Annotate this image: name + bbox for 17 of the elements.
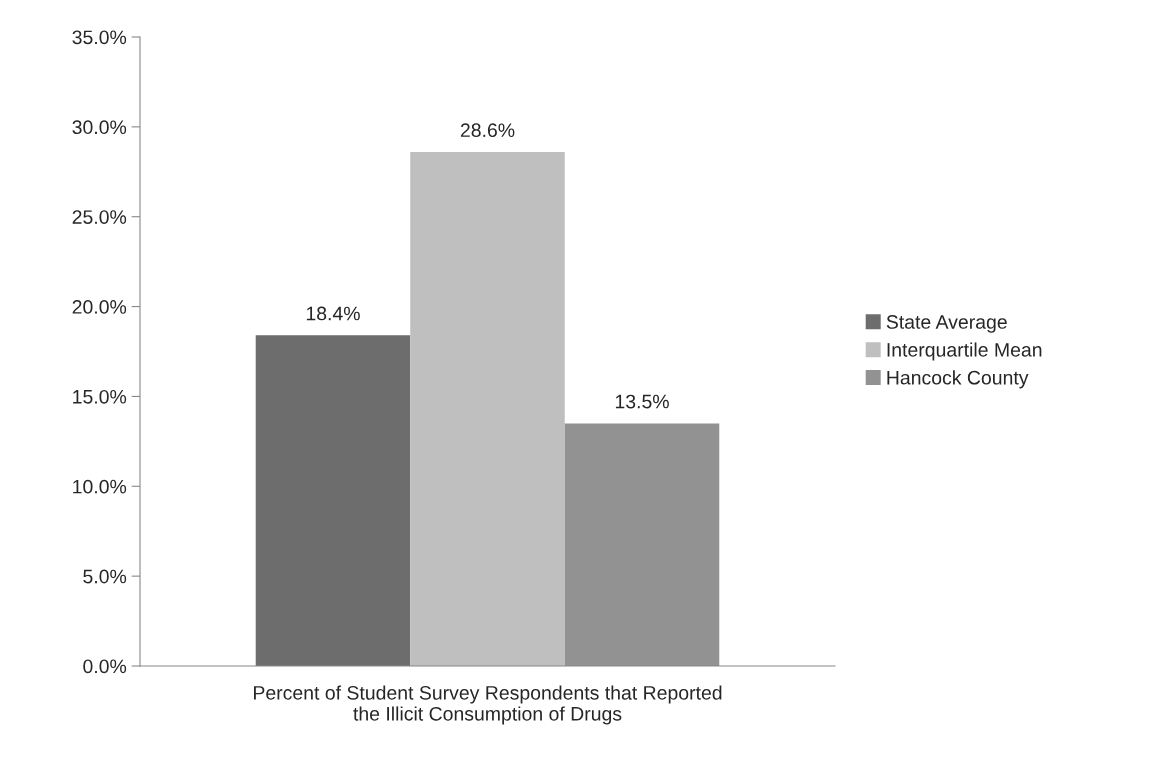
y-tick-label: 35.0% [72,30,127,45]
y-tick-label: 0.0% [83,659,127,674]
y-tick-label: 25.0% [72,210,127,224]
x-tick-label: Percent of Student Survey Respondents that Reported the Illicit Consumption of Drugs [254,685,722,725]
data-label: 28.6% [460,123,515,138]
bar [255,335,411,666]
bar [410,152,565,666]
legend-label: Interquartile Mean [887,342,1042,361]
y-tick-label: 20.0% [72,300,127,314]
legend-label: Hancock County [887,370,1029,389]
data-label: 18.4% [306,306,360,321]
y-tick-label: 15.0% [73,389,127,404]
legend-label: State Average [886,315,1007,333]
y-tick-label: 30.0% [72,120,127,135]
data-label: 13.5% [615,394,669,409]
y-tick-label: 5.0% [83,569,127,584]
y-tick-label: 10.0% [73,479,127,494]
